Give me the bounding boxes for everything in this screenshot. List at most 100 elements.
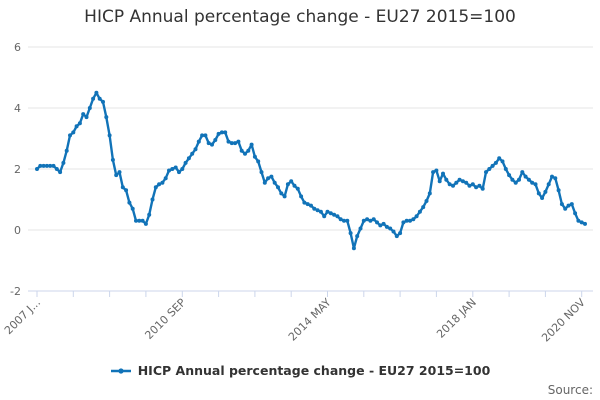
data-point[interactable] <box>84 115 89 120</box>
data-point[interactable] <box>467 183 472 188</box>
data-point[interactable] <box>295 186 300 191</box>
data-point[interactable] <box>61 160 66 165</box>
data-point[interactable] <box>71 130 76 135</box>
data-point[interactable] <box>302 200 307 205</box>
data-point[interactable] <box>74 124 79 129</box>
data-point[interactable] <box>414 214 419 219</box>
data-point[interactable] <box>490 163 495 168</box>
data-point[interactable] <box>361 218 366 223</box>
data-point[interactable] <box>559 202 564 207</box>
data-point[interactable] <box>312 206 317 211</box>
data-point[interactable] <box>309 203 313 208</box>
data-point[interactable] <box>87 106 92 110</box>
data-point[interactable] <box>44 163 49 168</box>
data-point[interactable] <box>497 156 502 161</box>
data-point[interactable] <box>579 220 584 225</box>
data-point[interactable] <box>223 130 228 135</box>
data-point[interactable] <box>401 220 406 225</box>
data-point[interactable] <box>513 180 518 185</box>
data-point[interactable] <box>451 183 455 188</box>
data-point[interactable] <box>447 182 452 187</box>
data-point[interactable] <box>216 131 221 136</box>
data-point[interactable] <box>427 191 432 196</box>
data-point[interactable] <box>114 173 119 178</box>
data-point[interactable] <box>355 234 360 239</box>
data-point[interactable] <box>546 182 551 187</box>
data-point[interactable] <box>163 176 168 181</box>
data-point[interactable] <box>183 160 188 165</box>
data-point[interactable] <box>77 121 82 126</box>
data-point[interactable] <box>110 157 115 162</box>
data-point[interactable] <box>328 211 333 216</box>
data-point[interactable] <box>282 194 287 199</box>
data-point[interactable] <box>206 141 211 146</box>
data-point[interactable] <box>404 218 409 223</box>
data-point[interactable] <box>318 209 323 214</box>
data-point[interactable] <box>97 96 102 101</box>
data-point[interactable] <box>107 133 112 138</box>
data-point[interactable] <box>500 159 505 164</box>
data-point[interactable] <box>332 212 337 217</box>
data-point[interactable] <box>68 133 72 138</box>
data-point[interactable] <box>503 167 508 171</box>
data-point[interactable] <box>210 142 214 147</box>
data-point[interactable] <box>292 183 297 188</box>
data-point[interactable] <box>276 185 280 190</box>
data-point[interactable] <box>134 218 138 223</box>
data-point[interactable] <box>421 205 426 210</box>
data-point[interactable] <box>167 168 171 173</box>
data-point[interactable] <box>378 223 383 228</box>
data-point[interactable] <box>520 170 525 175</box>
data-point[interactable] <box>173 165 178 170</box>
data-point[interactable] <box>322 214 327 219</box>
data-point[interactable] <box>464 180 469 185</box>
data-point[interactable] <box>101 99 105 104</box>
data-point[interactable] <box>335 214 340 219</box>
data-point[interactable] <box>533 182 538 187</box>
data-point[interactable] <box>444 177 449 182</box>
data-point[interactable] <box>417 209 422 214</box>
data-point[interactable] <box>550 174 554 179</box>
data-point[interactable] <box>196 139 201 144</box>
data-point[interactable] <box>342 218 346 223</box>
data-point[interactable] <box>470 182 475 187</box>
data-point[interactable] <box>424 199 429 203</box>
data-point[interactable] <box>474 185 479 190</box>
data-point[interactable] <box>213 138 218 142</box>
data-point[interactable] <box>368 218 373 223</box>
data-point[interactable] <box>381 221 386 226</box>
data-point[interactable] <box>117 170 122 175</box>
data-point[interactable] <box>153 185 158 190</box>
data-point[interactable] <box>315 208 320 213</box>
data-point[interactable] <box>477 183 482 188</box>
data-point[interactable] <box>289 179 294 184</box>
data-point[interactable] <box>200 133 205 138</box>
data-point[interactable] <box>203 133 208 138</box>
data-point[interactable] <box>272 180 277 185</box>
data-point[interactable] <box>124 188 129 193</box>
data-point[interactable] <box>157 182 162 187</box>
data-point[interactable] <box>569 202 574 207</box>
data-point[interactable] <box>523 174 528 179</box>
data-point[interactable] <box>487 167 492 171</box>
data-point[interactable] <box>411 217 416 222</box>
data-point[interactable] <box>94 90 99 95</box>
data-point[interactable] <box>64 148 69 153</box>
data-point[interactable] <box>180 167 185 171</box>
data-point[interactable] <box>553 176 558 181</box>
data-point[interactable] <box>540 196 545 200</box>
data-point[interactable] <box>358 226 363 231</box>
data-point[interactable] <box>507 173 512 178</box>
data-point[interactable] <box>38 163 43 168</box>
data-point[interactable] <box>325 209 330 214</box>
data-point[interactable] <box>256 159 261 164</box>
data-point[interactable] <box>375 220 379 225</box>
data-point[interactable] <box>266 176 271 181</box>
data-point[interactable] <box>170 167 175 171</box>
data-point[interactable] <box>345 218 350 223</box>
data-point[interactable] <box>441 171 445 176</box>
data-point[interactable] <box>262 180 267 185</box>
data-point[interactable] <box>398 231 403 236</box>
data-point[interactable] <box>186 156 191 161</box>
data-point[interactable] <box>130 206 135 211</box>
